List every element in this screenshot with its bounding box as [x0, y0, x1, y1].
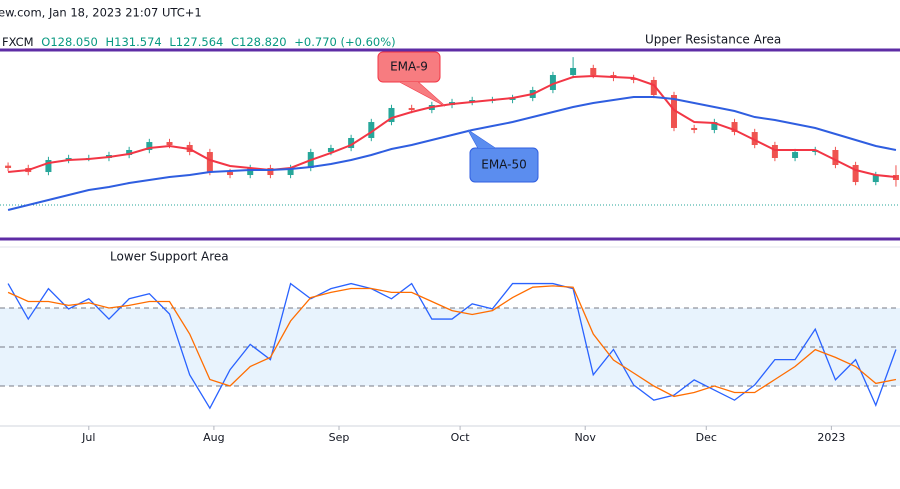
candle-body [650, 80, 657, 96]
upper-label: Upper Resistance Area [645, 33, 781, 47]
candle-body [469, 100, 476, 103]
ohlc-line: FXCM O128.050 H131.574 L127.564 C128.820… [2, 35, 396, 49]
candle-body [206, 152, 213, 173]
oscillator-line [7, 282, 897, 410]
candle-body [126, 150, 133, 156]
x-tick-label: Oct [451, 431, 471, 444]
high: H131.574 [106, 35, 162, 49]
lower-label: Lower Support Area [110, 250, 229, 264]
legend-label: EMA-50 [481, 158, 526, 172]
low: L127.564 [169, 35, 223, 49]
candle-body [166, 142, 173, 146]
candle-body [5, 165, 12, 168]
candle-body [509, 97, 516, 101]
callout-joint [400, 82, 445, 106]
candle-body [287, 167, 294, 176]
x-tick-label: Dec [696, 431, 717, 444]
candle-body [267, 167, 274, 176]
x-tick-label: Aug [203, 431, 224, 444]
candle-body [590, 67, 597, 76]
candle-body [146, 142, 153, 151]
x-tick-label: 2023 [817, 431, 845, 444]
candle-body [368, 122, 375, 138]
candle-body [691, 127, 698, 131]
header: ew.com, Jan 18, 2023 21:07 UTC+1 FXCM O1… [0, 6, 396, 49]
candle-body [731, 122, 738, 133]
candle-body [711, 122, 718, 131]
open: O128.050 [41, 35, 98, 49]
candle-body [892, 175, 899, 181]
candle-body [792, 152, 799, 158]
price-pane [0, 48, 900, 241]
candle-body [549, 75, 556, 91]
candle-body [872, 175, 879, 183]
x-tick-label: Nov [574, 431, 596, 444]
x-tick-label: Jul [81, 431, 95, 444]
source-text: ew.com, Jan 18, 2023 21:07 UTC+1 [0, 6, 202, 20]
ema-line [7, 75, 897, 179]
symbol: FXCM [2, 35, 34, 49]
candle-body [227, 172, 234, 176]
candle-body [45, 160, 52, 173]
candle-body [65, 157, 72, 161]
close: C128.820 [231, 35, 287, 49]
annotations: Upper Resistance Area Lower Support Area… [110, 33, 781, 264]
ema-line [7, 96, 897, 211]
change: +0.770 (+0.60%) [294, 35, 395, 49]
candle-body [670, 95, 677, 128]
oscillator-pane [0, 282, 900, 410]
legend-label: EMA-9 [390, 60, 428, 74]
candle-body [327, 147, 334, 153]
candle-body [751, 132, 758, 146]
callout-joint [468, 130, 495, 148]
candle-body [388, 107, 395, 123]
candle-body [771, 145, 778, 158]
candle-body [348, 137, 355, 148]
oscillator-line [7, 285, 897, 398]
candle-body [247, 167, 254, 176]
x-tick-label: Sep [329, 431, 350, 444]
callout-box [469, 147, 539, 183]
candle-body [408, 107, 415, 111]
candle-body [570, 67, 577, 76]
candle-body [832, 150, 839, 166]
candle-body [852, 165, 859, 183]
